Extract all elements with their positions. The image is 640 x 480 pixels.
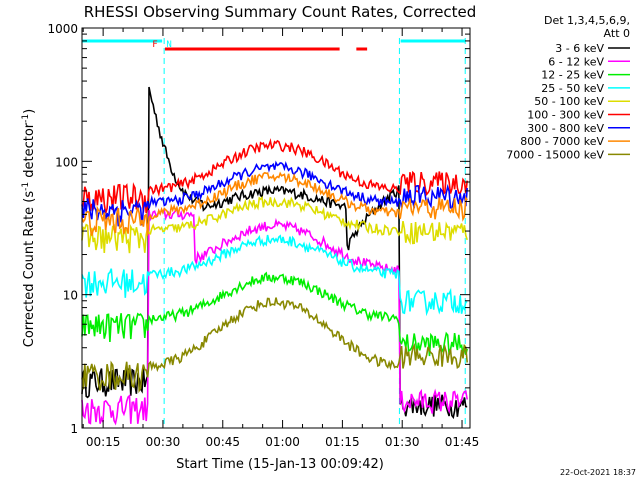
series-line-6 — [81, 138, 468, 214]
series-line-8 — [81, 171, 468, 236]
x-tick-label: 00:15 — [86, 435, 121, 449]
x-tick-label: 01:15 — [325, 435, 360, 449]
y-tick-label: 1000 — [47, 22, 78, 36]
x-tick-label: 01:30 — [385, 435, 420, 449]
y-axis: 1 10 100 1000 — [47, 22, 470, 436]
y-axis-label-sup-2: -1 — [21, 114, 31, 123]
y-axis-label-sup-1: -1 — [21, 182, 31, 191]
x-tick-label: 00:45 — [205, 435, 240, 449]
series-line-9 — [81, 297, 468, 394]
y-axis-label-main: Corrected Count Rate (s — [22, 191, 37, 348]
series-line-3 — [81, 271, 468, 357]
legend-title-line-1: Det 1,3,4,5,6,9, — [544, 14, 630, 27]
legend-label: 800 - 7000 keV — [520, 135, 604, 148]
y-axis-label: Corrected Count Rate (s-1 detector-1) — [21, 109, 37, 347]
y-tick-label: 10 — [63, 289, 78, 303]
legend-label: 50 - 100 keV — [534, 95, 604, 108]
y-tick-label: 1 — [70, 422, 78, 436]
legend-label: 25 - 50 keV — [541, 82, 604, 95]
series-line-5 — [81, 195, 468, 254]
y-axis-label-end: ) — [22, 109, 37, 114]
x-axis-label: Start Time (15-Jan-13 00:09:42) — [176, 457, 384, 472]
chart-title: RHESSI Observing Summary Count Rates, Co… — [84, 3, 477, 21]
legend-label: 6 - 12 keV — [548, 55, 604, 68]
x-tick-label: 00:30 — [146, 435, 181, 449]
legend-label: 100 - 300 keV — [527, 109, 604, 122]
series-line-2 — [81, 208, 468, 426]
x-axis: 00:15 00:30 00:45 01:00 01:15 01:30 01:45 — [82, 28, 480, 449]
series-line-4 — [81, 234, 468, 317]
legend-label: 3 - 6 keV — [555, 42, 604, 55]
legend-label: 300 - 800 keV — [527, 122, 604, 135]
y-tick-label: 100 — [55, 155, 78, 169]
flag-N: N — [166, 40, 171, 50]
plot-frame — [81, 27, 471, 429]
x-tick-label: 01:00 — [265, 435, 300, 449]
y-axis-label-mid: detector — [22, 122, 37, 182]
legend-label: 12 - 25 keV — [541, 69, 604, 82]
footer-date: 22-Oct-2021 18:37 — [560, 468, 636, 477]
flag-F: F — [152, 40, 157, 50]
legend-title-line-2: Att 0 — [604, 27, 630, 40]
legend-label: 7000 - 15000 keV — [506, 148, 604, 161]
x-tick-label: 01:45 — [445, 435, 480, 449]
